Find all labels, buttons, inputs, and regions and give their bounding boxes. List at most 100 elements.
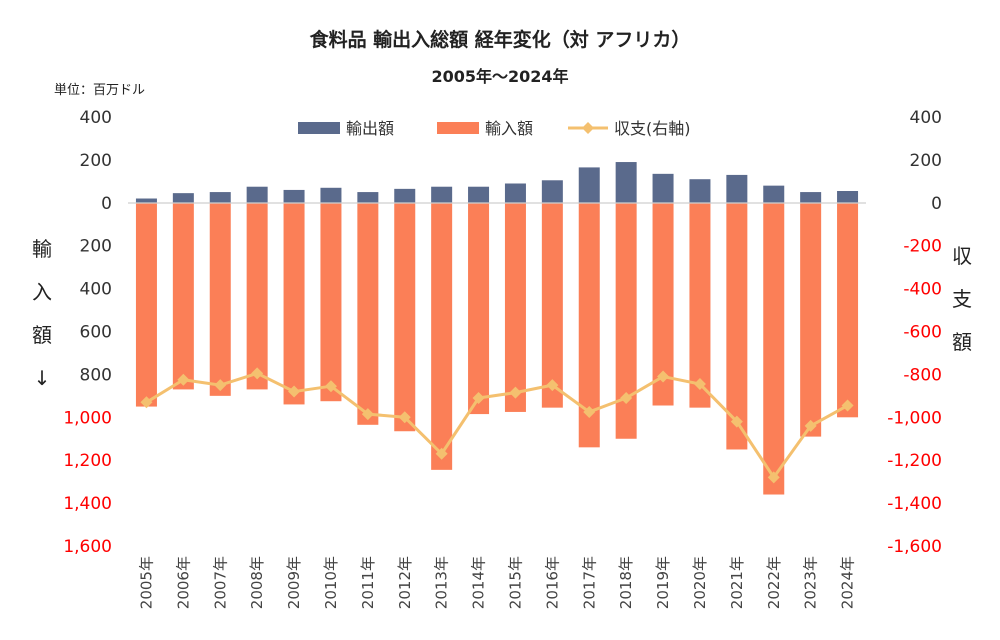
export-bar bbox=[837, 191, 859, 203]
import-bar bbox=[837, 202, 859, 418]
export-bar bbox=[172, 193, 194, 203]
x-tick-label: 2010年 bbox=[322, 556, 340, 609]
balance-marker bbox=[767, 471, 780, 484]
import-bar bbox=[283, 202, 305, 405]
import-bar bbox=[578, 202, 600, 448]
x-tick-label: 2021年 bbox=[728, 556, 746, 609]
export-bar bbox=[726, 174, 748, 203]
import-bar bbox=[357, 202, 379, 425]
left-axis-label-char: 入 bbox=[32, 280, 52, 304]
export-bar bbox=[357, 192, 379, 203]
import-bar bbox=[468, 202, 490, 415]
import-bar bbox=[689, 202, 711, 408]
x-tick-label: 2005年 bbox=[137, 556, 155, 609]
export-bar bbox=[689, 179, 711, 203]
balance-marker bbox=[361, 408, 374, 421]
balance-marker bbox=[509, 386, 522, 399]
export-bar bbox=[320, 187, 342, 203]
right-axis-ticks: 400 200 0 -200 -400 -600 -800 -1,000 -1,200 -1,40… bbox=[887, 108, 942, 557]
x-tick-label: 2013年 bbox=[433, 556, 451, 609]
balance-marker bbox=[140, 396, 153, 409]
x-tick-label: 2018年 bbox=[617, 556, 635, 609]
chart-title: 食料品 輸出入総額 経年変化（対 アフリカ） bbox=[310, 28, 691, 51]
x-tick-label: 2023年 bbox=[802, 556, 820, 609]
balance-marker bbox=[804, 419, 817, 432]
left-tick-label: 1,200 bbox=[63, 451, 112, 471]
export-bar bbox=[652, 173, 674, 203]
legend: 輸出額 輸入額 収支(右軸) bbox=[298, 119, 691, 138]
right-tick-label: 400 bbox=[910, 108, 942, 128]
left-axis-label-char: 輸 bbox=[32, 237, 52, 261]
legend-import-swatch bbox=[437, 122, 479, 134]
export-bar bbox=[468, 186, 490, 203]
balance-marker bbox=[693, 378, 706, 391]
legend-export-swatch bbox=[298, 122, 340, 134]
x-tick-label: 2008年 bbox=[248, 556, 266, 609]
import-bar bbox=[431, 202, 453, 470]
right-tick-label: -200 bbox=[903, 237, 942, 257]
left-tick-label: 600 bbox=[80, 323, 112, 343]
export-bar bbox=[135, 198, 157, 203]
balance-marker bbox=[657, 370, 670, 383]
x-tick-label: 2024年 bbox=[839, 556, 857, 609]
import-bar bbox=[541, 202, 563, 408]
left-tick-label: 400 bbox=[80, 280, 112, 300]
left-axis-label-char: 額 bbox=[32, 323, 52, 347]
import-bar bbox=[763, 202, 785, 495]
balance-marker bbox=[398, 411, 411, 424]
x-tick-label: 2007年 bbox=[211, 556, 229, 609]
balance-line-path bbox=[145, 371, 849, 479]
right-axis-label-char: 額 bbox=[952, 330, 972, 354]
right-axis-label-char: 収 bbox=[952, 244, 972, 268]
right-tick-label: -400 bbox=[903, 280, 942, 300]
balance-marker bbox=[288, 385, 301, 398]
import-bar bbox=[246, 202, 268, 390]
right-tick-label: -1,000 bbox=[887, 408, 942, 428]
legend-balance-label: 収支(右軸) bbox=[614, 119, 691, 138]
balance-marker bbox=[177, 373, 190, 386]
left-tick-label: 400 bbox=[80, 108, 112, 128]
left-tick-label: 1,400 bbox=[63, 494, 112, 514]
balance-marker bbox=[620, 391, 633, 404]
left-tick-label: 200 bbox=[80, 237, 112, 257]
x-tick-label: 2019年 bbox=[654, 556, 672, 609]
left-tick-label: 800 bbox=[80, 365, 112, 385]
export-bar bbox=[431, 186, 453, 203]
import-bar bbox=[726, 202, 748, 450]
export-bar bbox=[615, 162, 637, 203]
export-bar bbox=[541, 180, 563, 203]
import-bar bbox=[615, 202, 637, 439]
right-axis-label-char: 支 bbox=[952, 287, 972, 311]
left-tick-label: 0 bbox=[101, 194, 112, 214]
balance-marker bbox=[841, 399, 854, 412]
x-tick-label: 2015年 bbox=[506, 556, 524, 609]
balance-marker bbox=[214, 379, 227, 392]
export-bar bbox=[800, 192, 822, 203]
balance-marker bbox=[324, 380, 337, 393]
right-tick-label: 200 bbox=[910, 151, 942, 171]
left-axis-label-char: ↓ bbox=[34, 366, 51, 390]
x-tick-label: 2016年 bbox=[543, 556, 561, 609]
right-tick-label: -800 bbox=[903, 365, 942, 385]
unit-label: 単位：百万ドル bbox=[54, 82, 145, 98]
export-bar bbox=[504, 183, 526, 203]
x-tick-label: 2022年 bbox=[765, 556, 783, 609]
x-tick-label: 2011年 bbox=[359, 556, 377, 609]
import-bar bbox=[172, 202, 194, 390]
import-bar bbox=[504, 202, 526, 412]
balance-marker bbox=[583, 405, 596, 418]
left-axis-ticks: 400 200 0 200 400 600 800 1,000 1,200 1,400 1,600 bbox=[63, 108, 112, 557]
right-tick-label: -1,400 bbox=[887, 494, 942, 514]
left-axis-label: 輸入額 ↓ bbox=[32, 237, 52, 390]
balance-marker bbox=[472, 391, 485, 404]
x-axis-labels: 2005年 2006年 2007年 2008年 2009年 2010年 2011年 2012年… bbox=[137, 556, 856, 609]
import-bar bbox=[394, 202, 416, 432]
legend-balance-marker bbox=[582, 122, 594, 134]
export-bar bbox=[283, 189, 305, 203]
x-tick-label: 2020年 bbox=[691, 556, 709, 609]
left-tick-label: 200 bbox=[80, 151, 112, 171]
right-tick-label: 0 bbox=[931, 194, 942, 214]
import-bar bbox=[652, 202, 674, 406]
export-bar bbox=[209, 192, 231, 203]
